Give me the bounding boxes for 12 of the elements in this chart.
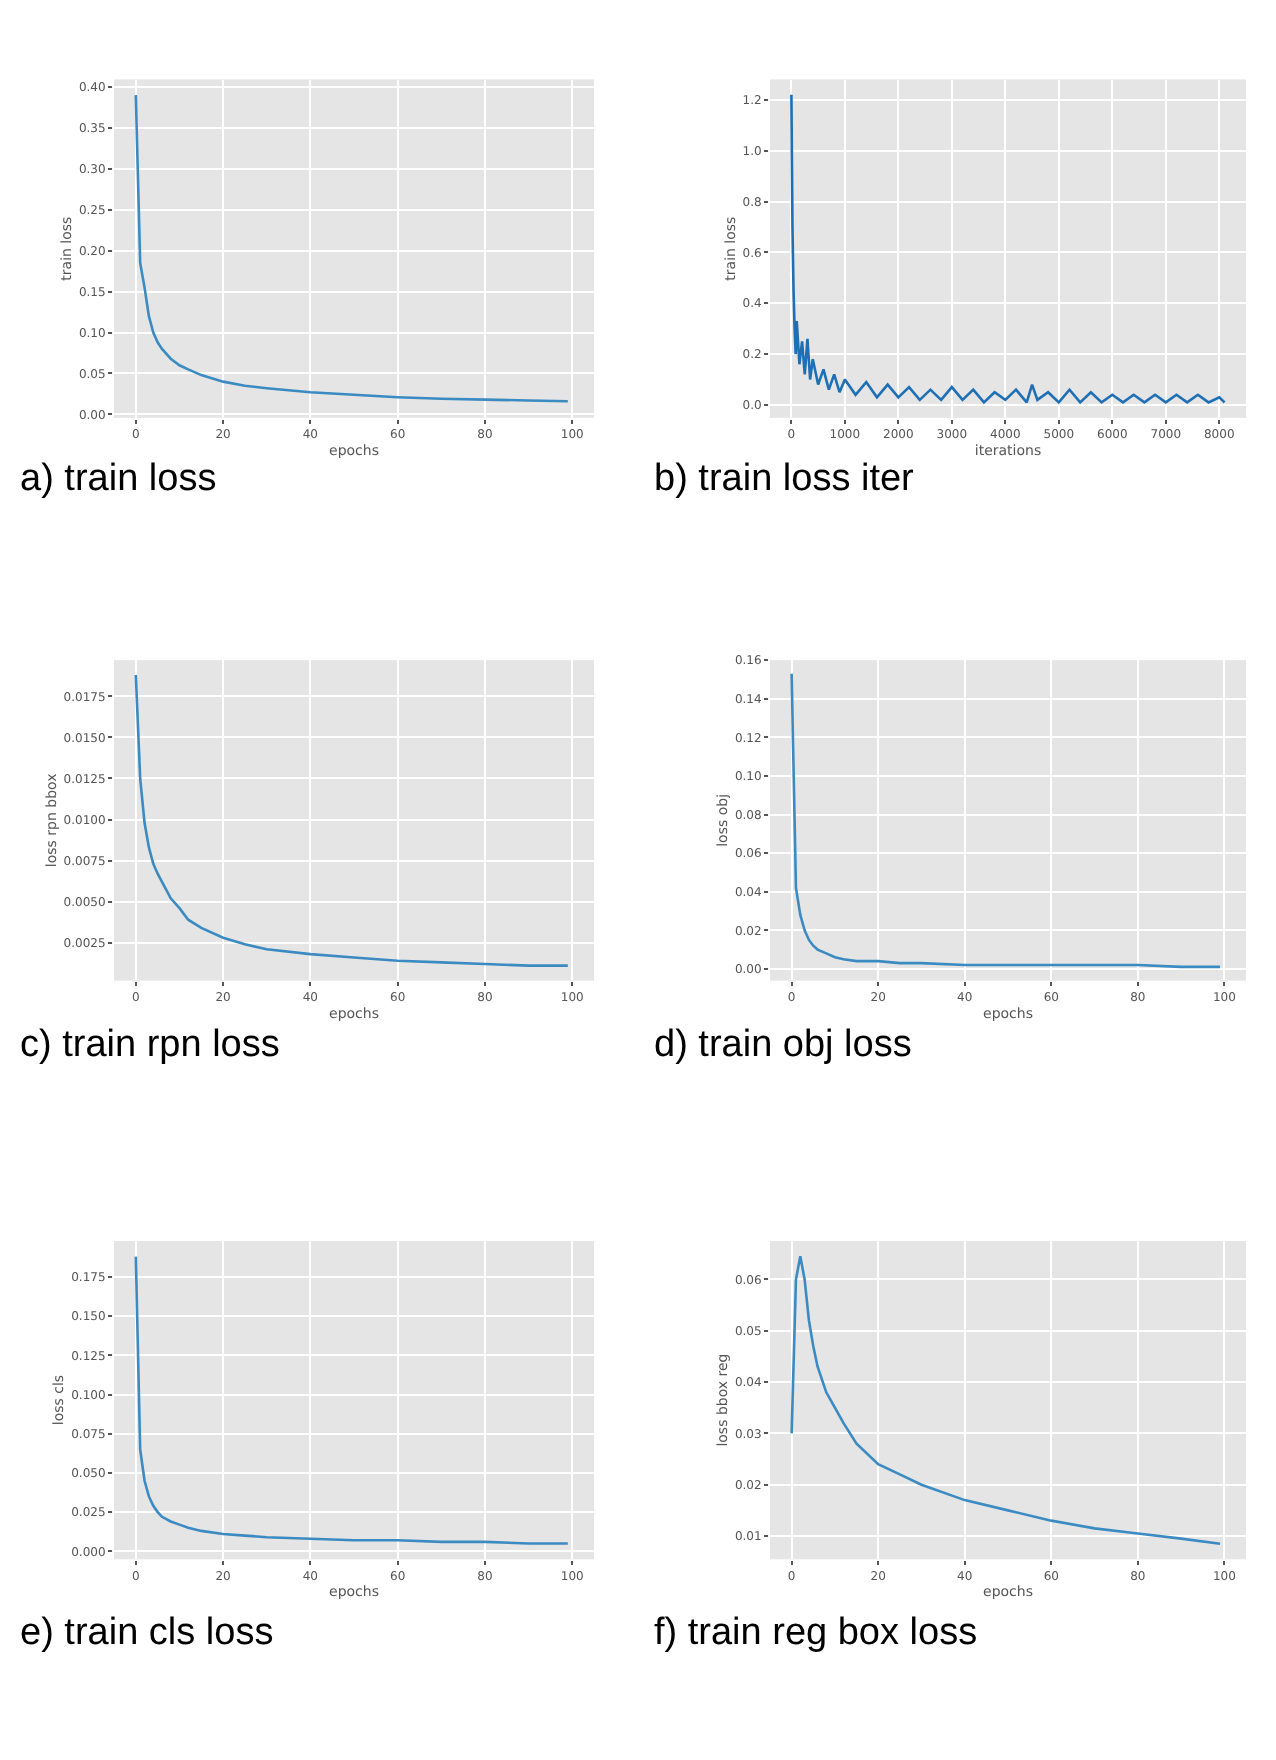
text: f) train reg box loss: [654, 1612, 978, 1654]
line-series: [790, 672, 1222, 969]
line-series: [790, 93, 1226, 404]
text: c) train rpn loss: [20, 1024, 280, 1066]
line-series: [134, 93, 570, 403]
text: e) train cls loss: [20, 1612, 274, 1654]
text: b) train loss iter: [654, 458, 916, 500]
text: a) train loss: [20, 458, 217, 500]
line-series: [134, 1255, 570, 1545]
line-series: [790, 1255, 1222, 1546]
line-series: [134, 673, 570, 967]
text: d) train obj loss: [654, 1024, 912, 1066]
